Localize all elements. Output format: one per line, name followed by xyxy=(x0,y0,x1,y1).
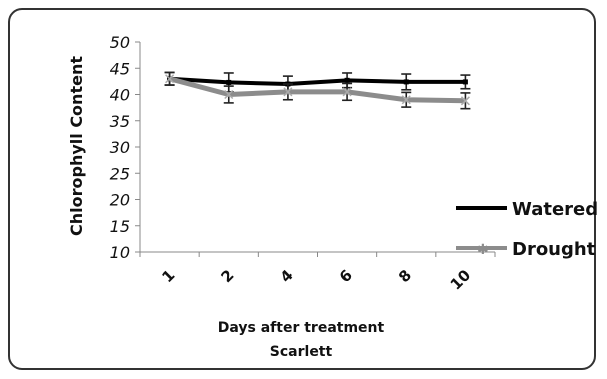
data-point xyxy=(224,89,234,100)
y-tick-label: 25 xyxy=(110,164,130,183)
series-line-watered xyxy=(169,76,466,86)
series-drought xyxy=(164,71,471,110)
x-tick-label: 6 xyxy=(336,266,356,286)
y-tick-label: 15 xyxy=(110,217,130,236)
x-tick-label: 1 xyxy=(158,266,178,286)
y-tick-label: 45 xyxy=(110,59,130,78)
chart-frame xyxy=(8,8,596,370)
data-point xyxy=(460,96,470,106)
data-point xyxy=(342,87,352,97)
data-point xyxy=(401,95,411,105)
series-layer xyxy=(164,71,471,110)
data-point xyxy=(403,79,409,85)
chart-subtitle: Scarlett xyxy=(270,344,333,360)
x-axis-title: Days after treatment xyxy=(218,320,385,336)
legend-label-drought: Drought xyxy=(512,239,596,260)
y-tick-label: 10 xyxy=(110,243,130,262)
y-tick-label: 40 xyxy=(110,86,130,105)
x-tick-label: 8 xyxy=(395,266,415,286)
x-tick-label: 10 xyxy=(447,266,474,293)
y-tick-label: 50 xyxy=(110,33,130,52)
data-point xyxy=(283,87,293,97)
data-point xyxy=(462,79,468,85)
series-line-drought xyxy=(168,76,466,104)
x-ticks: 1 2 4 6 8 10 xyxy=(139,252,496,294)
y-tick-label: 30 xyxy=(110,138,130,157)
y-ticks: 10 15 20 25 30 35 40 45 50 xyxy=(110,33,140,262)
x-tick-label: 2 xyxy=(217,266,237,286)
legend-label-watered: Watered xyxy=(512,199,598,220)
x-tick-label: 4 xyxy=(277,266,297,286)
y-tick-label: 35 xyxy=(110,112,130,131)
data-point xyxy=(165,74,175,84)
data-point xyxy=(344,77,350,83)
legend-item-watered: Watered xyxy=(456,199,598,220)
legend-item-drought: ✱ Drought xyxy=(456,239,596,260)
legend-marker-drought: ✱ xyxy=(477,242,489,258)
y-axis-title: Chlorophyll Content xyxy=(67,56,86,236)
legend: Watered ✱ Drought xyxy=(456,199,598,260)
y-tick-label: 20 xyxy=(110,191,130,210)
data-point xyxy=(226,79,232,85)
